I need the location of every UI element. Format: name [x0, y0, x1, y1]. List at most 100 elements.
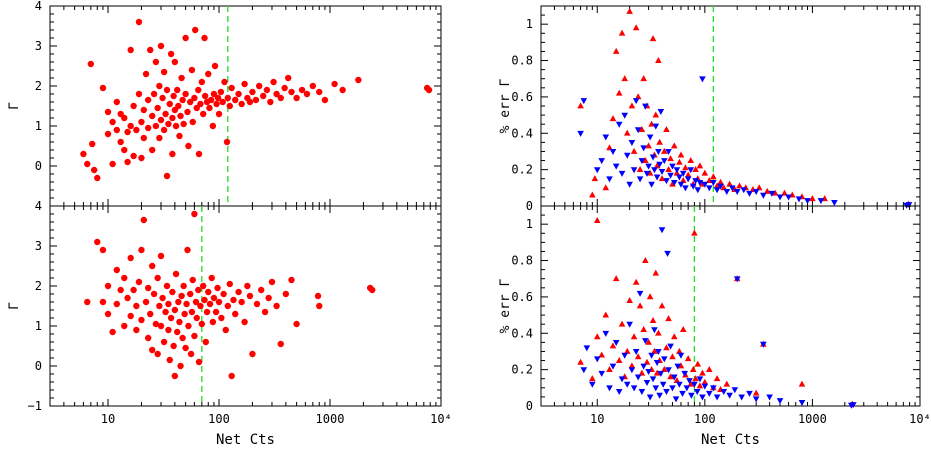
data-point-down [623, 152, 631, 159]
data-point-down [653, 174, 661, 181]
data-point [156, 302, 163, 310]
data-point-down [677, 352, 685, 359]
data-point-up [645, 142, 652, 149]
data-point-down [612, 339, 620, 346]
data-point [425, 86, 433, 94]
data-point-up [649, 316, 657, 323]
data-point [121, 274, 128, 282]
x-tick-label: 10⁴ [430, 412, 452, 426]
data-point-up [630, 333, 638, 340]
data-point [188, 308, 196, 316]
data-point [193, 314, 200, 322]
data-point [109, 328, 116, 336]
data-point-down [651, 167, 658, 174]
data-point [298, 86, 306, 94]
data-point-down [634, 127, 642, 134]
data-point [182, 34, 189, 42]
data-point-up [696, 382, 704, 389]
data-point-up [606, 144, 613, 151]
data-point-down [726, 392, 733, 399]
data-point-up [618, 320, 626, 327]
data-point-up [632, 278, 640, 285]
data-point-down [642, 338, 649, 345]
data-point [191, 210, 198, 218]
data-point [205, 70, 212, 78]
data-point [124, 128, 131, 136]
data-point-up [593, 333, 601, 340]
y-axis-label: % err Γ [498, 278, 513, 333]
data-point-down [768, 190, 776, 197]
data-point-down [589, 381, 596, 388]
data-point-down [713, 187, 721, 194]
data-point [191, 332, 198, 340]
x-tick-label: 10⁴ [909, 412, 931, 426]
y-tick-label: 0.2 [511, 363, 533, 377]
data-point-down [609, 363, 617, 370]
data-point-up [651, 347, 658, 354]
data-point-up [612, 47, 620, 54]
data-point-up [642, 156, 649, 163]
data-point [214, 284, 221, 292]
data-point-up [771, 189, 779, 196]
data-point-down [798, 399, 806, 406]
data-point-down [664, 250, 671, 257]
data-point-down [850, 402, 857, 409]
data-point-down [623, 381, 631, 388]
data-point [185, 142, 192, 150]
data-point-down [606, 385, 613, 392]
data-point [197, 100, 204, 108]
data-point [235, 288, 242, 296]
data-point-up [615, 89, 623, 96]
data-point [149, 346, 156, 354]
y-tick-label: 3 [35, 39, 42, 53]
data-point-down [795, 196, 803, 203]
data-point-down [699, 76, 706, 83]
data-point-up [653, 162, 661, 169]
data-point [180, 120, 187, 128]
data-point [263, 86, 271, 94]
data-point [163, 172, 171, 180]
data-point [121, 114, 128, 122]
data-point-down [609, 149, 617, 156]
data-point-down [656, 392, 663, 399]
data-point-up [623, 347, 631, 354]
data-point-down [693, 389, 701, 396]
data-point [209, 122, 217, 130]
data-point [189, 276, 196, 284]
y-tick-label: 0.4 [511, 126, 533, 140]
y-tick-label: 2 [35, 79, 42, 93]
data-point [121, 146, 128, 154]
data-point-up [630, 147, 638, 154]
data-point-down [817, 198, 825, 205]
data-point-down [740, 187, 748, 194]
data-point [184, 108, 191, 116]
data-point-up [640, 326, 647, 333]
data-point-down [638, 389, 646, 396]
data-point-down [717, 183, 724, 190]
data-point-down [583, 345, 591, 352]
data-point-down [657, 370, 665, 377]
data-point [109, 118, 116, 126]
data-point [277, 340, 284, 348]
data-point-up [661, 366, 668, 373]
data-point [162, 110, 169, 118]
y-tick-label: 4 [35, 199, 42, 213]
data-point [149, 112, 156, 120]
data-point [127, 254, 134, 262]
data-point-up [648, 120, 655, 127]
data-point [182, 344, 189, 352]
data-point [104, 282, 112, 290]
data-point-up [646, 293, 654, 300]
data-point-down [710, 179, 717, 186]
data-point [228, 372, 235, 380]
data-point-down [684, 176, 692, 183]
data-point-down [663, 389, 670, 396]
data-point-down [691, 381, 698, 388]
data-point [293, 320, 300, 328]
data-point [162, 308, 169, 316]
data-point-down [612, 163, 620, 170]
data-point [160, 338, 168, 346]
data-point [314, 292, 322, 300]
data-point [144, 284, 152, 292]
data-point-down [760, 341, 767, 348]
